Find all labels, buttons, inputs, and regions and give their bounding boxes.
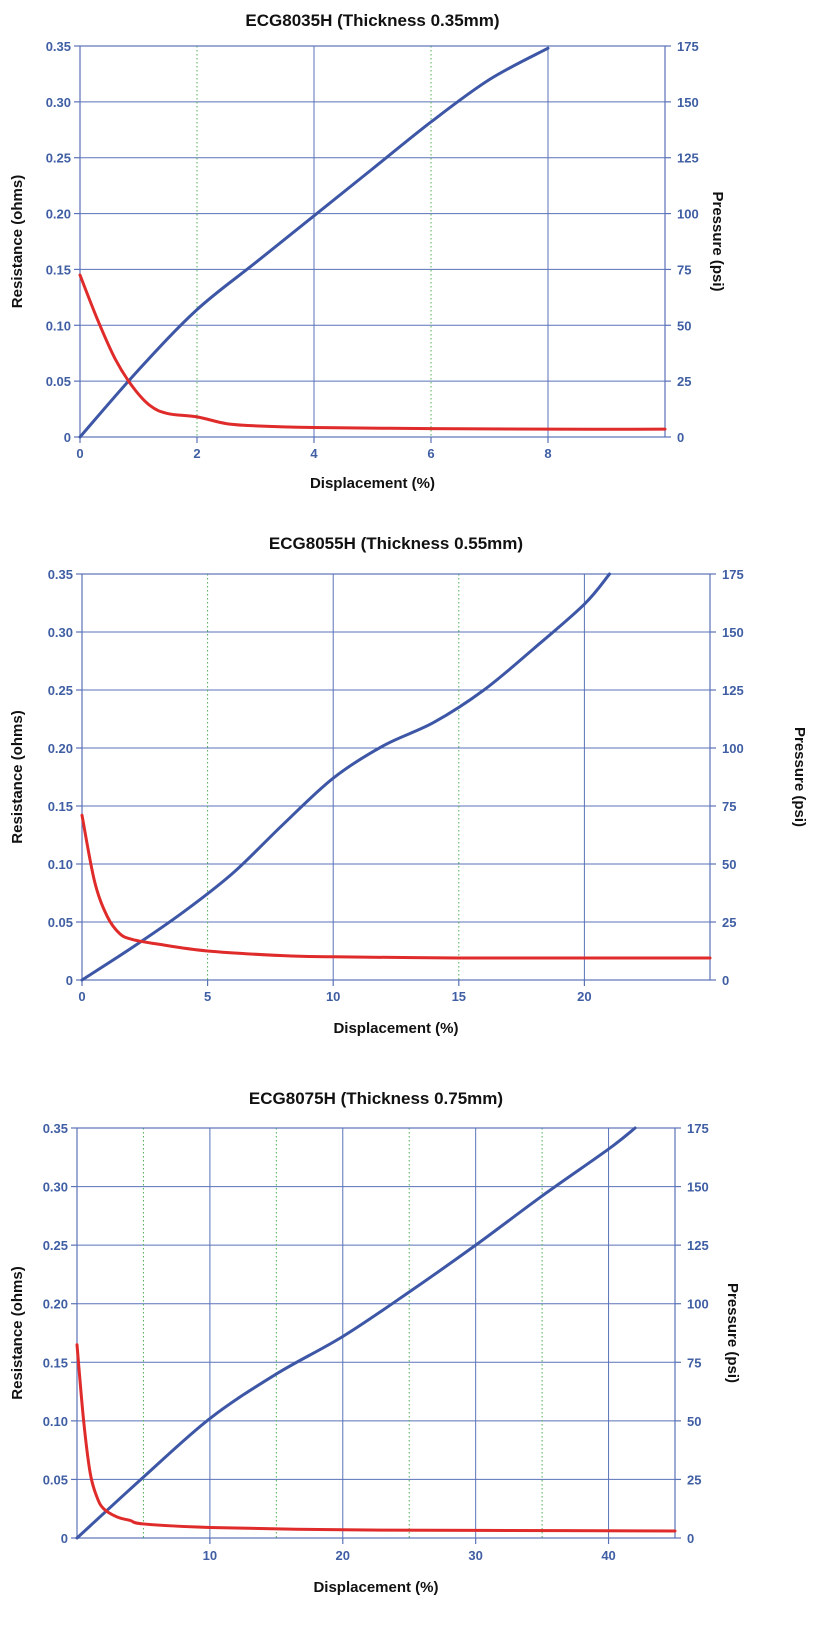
y-left-tick-label: 0.05: [48, 915, 73, 930]
y-left-tick-label: 0.35: [43, 1121, 68, 1136]
resistance-series-line: [75, 1343, 677, 1533]
y-left-tick-label: 0.30: [46, 95, 71, 110]
y-right-tick-label: 0: [677, 430, 684, 445]
chart-svg-ecg8055h: ECG8055H (Thickness 0.55mm) 0 0.05 0.10 0.15…: [9, 534, 808, 1037]
y-right-tick-label: 50: [687, 1414, 701, 1429]
y-right-tick-label: 0: [687, 1531, 694, 1546]
x-tick-label: 10: [326, 989, 340, 1004]
y-right-tick-label: 175: [677, 39, 699, 54]
y-left-tick-label: 0.20: [46, 207, 71, 222]
y-left-tick-label: 0: [66, 973, 73, 988]
y-right-tick-label: 125: [722, 683, 744, 698]
x-tick-label: 4: [310, 446, 318, 461]
y-left-tick-label: 0.15: [43, 1355, 68, 1370]
y-left-tick-label: 0.05: [46, 374, 71, 389]
y-right-axis-title: Pressure (psi): [791, 727, 808, 827]
y-right-tick-label: 150: [687, 1180, 709, 1195]
x-tick-label: 0: [76, 446, 83, 461]
y-left-tick-label: 0.25: [46, 151, 71, 166]
chart-title: ECG8035H (Thickness 0.35mm): [245, 11, 499, 30]
y-left-tick-label: 0.20: [43, 1297, 68, 1312]
chart-ecg8055h: ECG8055H (Thickness 0.55mm) 0 0.05 0.10 0.15…: [0, 525, 818, 1070]
y-right-tick-label: 100: [687, 1297, 709, 1312]
y-right-tick-label: 75: [677, 262, 691, 277]
y-right-tick-label: 100: [722, 741, 744, 756]
x-tick-label: 10: [203, 1548, 217, 1563]
y-right-tick-label: 150: [722, 625, 744, 640]
plot-frame: [81, 573, 711, 981]
y-right-tick-label: 0: [722, 973, 729, 988]
chart-ecg8035h: ECG8035H (Thickness 0.35mm) 0 0.05 0.10 0.15…: [0, 0, 818, 520]
y-left-tick-label: 0: [64, 430, 71, 445]
y-left-tick-label: 0.30: [48, 625, 73, 640]
y-right-axis-title: Pressure (psi): [724, 1283, 741, 1383]
y-left-axis-title: Resistance (ohms): [9, 175, 26, 308]
x-tick-label: 15: [452, 989, 466, 1004]
pressure-series-line: [75, 1126, 637, 1540]
x-tick-label: 6: [427, 446, 434, 461]
y-left-tick-label: 0: [61, 1531, 68, 1546]
y-right-tick-label: 25: [722, 915, 736, 930]
y-right-tick-label: 125: [677, 151, 699, 166]
resistance-series-line: [80, 813, 712, 960]
y-left-tick-label: 0.10: [46, 318, 71, 333]
chart-title: ECG8055H (Thickness 0.55mm): [269, 534, 523, 553]
x-tick-label: 5: [204, 989, 211, 1004]
y-right-tick-label: 50: [722, 857, 736, 872]
y-right-tick-label: 100: [677, 207, 699, 222]
y-left-tick-label: 0.25: [43, 1238, 68, 1253]
x-tick-label: 8: [544, 446, 551, 461]
y-left-tick-label: 0.15: [48, 799, 73, 814]
y-left-tick-label: 0.35: [46, 39, 71, 54]
y-right-tick-label: 175: [687, 1121, 709, 1136]
chart-title: ECG8075H (Thickness 0.75mm): [249, 1089, 503, 1108]
x-axis-title: Displacement (%): [313, 1579, 438, 1596]
plot-frame: [79, 45, 666, 438]
y-left-tick-label: 0.20: [48, 741, 73, 756]
chart-svg-ecg8075h: ECG8075H (Thickness 0.75mm) 0 0.05 0.10 0.15…: [9, 1089, 741, 1596]
x-tick-label: 30: [468, 1548, 482, 1563]
y-left-tick-label: 0.05: [43, 1472, 68, 1487]
y-left-tick-label: 0.30: [43, 1180, 68, 1195]
chart-svg-ecg8035h: ECG8035H (Thickness 0.35mm) 0 0.05 0.10 0.15…: [9, 11, 726, 492]
chart-ecg8075h: ECG8075H (Thickness 0.75mm) 0 0.05 0.10 0.15…: [0, 1080, 818, 1651]
plot-frame: [76, 1127, 676, 1539]
y-right-tick-label: 50: [677, 318, 691, 333]
pressure-series-line: [78, 46, 550, 439]
y-right-axis-title: Pressure (psi): [709, 191, 726, 291]
x-axis-title: Displacement (%): [310, 475, 435, 492]
y-right-tick-label: 175: [722, 567, 744, 582]
y-left-axis-title: Resistance (ohms): [9, 1266, 26, 1399]
x-tick-label: 20: [336, 1548, 350, 1563]
y-left-tick-label: 0.10: [48, 857, 73, 872]
x-tick-label: 20: [577, 989, 591, 1004]
x-tick-label: 40: [601, 1548, 615, 1563]
x-axis-title: Displacement (%): [333, 1020, 458, 1037]
y-right-tick-label: 25: [677, 374, 691, 389]
y-left-tick-label: 0.25: [48, 683, 73, 698]
y-right-tick-label: 150: [677, 95, 699, 110]
resistance-series-line: [78, 273, 667, 431]
y-left-tick-label: 0.10: [43, 1414, 68, 1429]
y-right-tick-label: 25: [687, 1472, 701, 1487]
x-tick-label: 0: [78, 989, 85, 1004]
y-left-tick-label: 0.15: [46, 262, 71, 277]
y-left-tick-label: 0.35: [48, 567, 73, 582]
y-right-tick-label: 125: [687, 1238, 709, 1253]
y-left-axis-title: Resistance (ohms): [9, 710, 26, 843]
pressure-series-line: [80, 572, 612, 982]
x-tick-label: 2: [193, 446, 200, 461]
y-right-tick-label: 75: [687, 1355, 701, 1370]
y-right-tick-label: 75: [722, 799, 736, 814]
